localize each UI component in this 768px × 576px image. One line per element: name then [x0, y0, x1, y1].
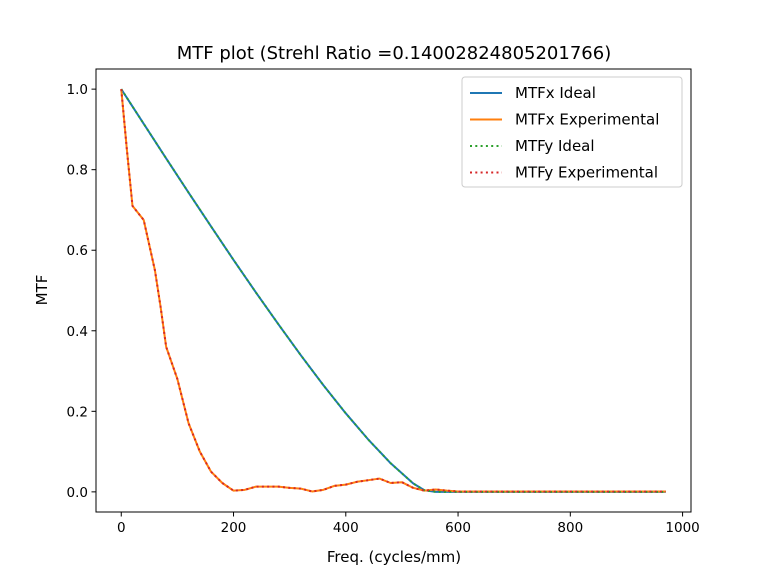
legend-label-2: MTFy Ideal — [515, 137, 595, 155]
y-tick-label: 0.0 — [67, 485, 88, 501]
series-group — [120, 88, 666, 493]
plot-area — [120, 88, 666, 493]
y-tick-label: 0.4 — [67, 324, 88, 340]
y-tick-label: 1.0 — [67, 82, 88, 98]
legend-label-1: MTFx Experimental — [515, 111, 659, 129]
series-line-1 — [120, 89, 666, 493]
x-tick-label: 0 — [117, 520, 126, 536]
legend: MTFx Ideal MTFx Experimental MTFy Ideal MTF… — [461, 76, 683, 188]
axes: 0 200 400 600 800 1000 0.0 0.2 0.4 0.6 0.8 1.0 — [67, 68, 700, 536]
chart-title: MTF plot (Strehl Ratio =0.14002824805201… — [177, 43, 611, 64]
x-tick-label: 1000 — [665, 520, 699, 536]
x-tick-label: 600 — [445, 520, 471, 536]
legend-label-3: MTFy Experimental — [515, 164, 658, 182]
y-tick-label: 0.6 — [67, 243, 88, 259]
y-tick-label: 0.2 — [67, 404, 88, 420]
axes-frame — [95, 68, 692, 513]
x-tick-label: 200 — [221, 520, 247, 536]
x-tick-label: 800 — [557, 520, 583, 536]
y-tick-label: 0.8 — [67, 163, 88, 179]
x-axis-label: Freq. (cycles/mm) — [327, 548, 461, 566]
legend-box — [461, 76, 683, 188]
y-axis-label: MTF — [33, 275, 51, 306]
x-tick-label: 400 — [333, 520, 359, 536]
legend-label-0: MTFx Ideal — [515, 84, 596, 102]
